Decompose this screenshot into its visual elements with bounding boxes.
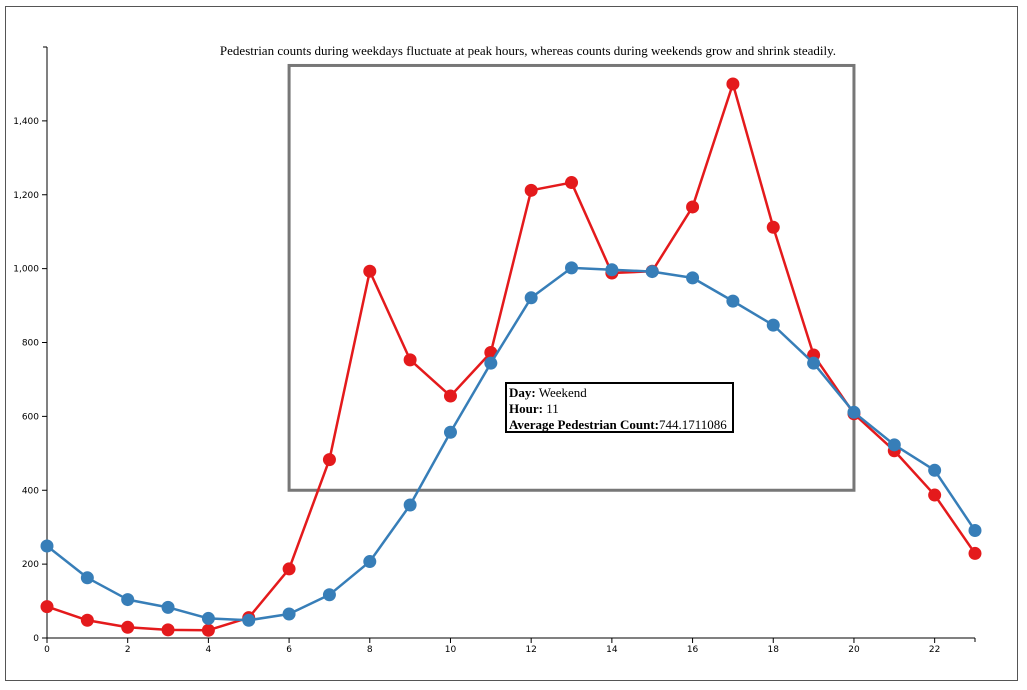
data-point bbox=[766, 318, 780, 332]
x-tick-label: 4 bbox=[206, 645, 212, 655]
series-1 bbox=[40, 261, 982, 627]
data-point bbox=[161, 623, 175, 637]
data-point bbox=[686, 271, 700, 285]
annotation-layer bbox=[287, 63, 856, 492]
data-point bbox=[928, 488, 942, 502]
data-point bbox=[484, 356, 498, 370]
data-point bbox=[443, 425, 457, 439]
data-point bbox=[322, 588, 336, 602]
data-point bbox=[605, 263, 619, 277]
data-point bbox=[403, 498, 417, 512]
data-point bbox=[686, 200, 700, 214]
data-point bbox=[80, 613, 94, 627]
y-tick-label: 1,000 bbox=[13, 265, 39, 275]
y-tick-label: 1,200 bbox=[13, 191, 39, 201]
y-tick-label: 800 bbox=[22, 339, 39, 349]
tooltip-count-value: 744.1711086 bbox=[658, 417, 727, 432]
x-tick-label: 12 bbox=[525, 645, 536, 655]
x-tick-label: 2 bbox=[125, 645, 131, 655]
tooltip-hour-value: 11 bbox=[546, 401, 559, 416]
tooltip-day-value: Weekend bbox=[538, 385, 587, 400]
data-point bbox=[322, 453, 336, 467]
data-point bbox=[968, 546, 982, 560]
data-point bbox=[282, 562, 296, 576]
annotation-box bbox=[287, 63, 856, 492]
y-tick-label: 400 bbox=[22, 486, 39, 496]
data-point bbox=[726, 294, 740, 308]
data-point bbox=[807, 356, 821, 370]
data-point bbox=[363, 555, 377, 569]
data-point bbox=[443, 389, 457, 403]
x-tick-label: 6 bbox=[286, 645, 292, 655]
tooltip-hour-label: Hour: bbox=[509, 401, 543, 416]
tooltip-day-label: Day: bbox=[509, 385, 536, 400]
data-point bbox=[201, 623, 215, 637]
data-point bbox=[524, 291, 538, 305]
y-tick-label: 200 bbox=[22, 560, 39, 570]
tooltip: Day: Weekend Hour: 11 Average Pedestrian… bbox=[505, 382, 734, 433]
data-point bbox=[201, 611, 215, 625]
y-tick-label: 0 bbox=[33, 634, 39, 644]
axes: 0 200 400 600 800 1,000 1,200 1,400 0 2 4 6 8 10 12 14 1… bbox=[13, 46, 976, 655]
y-tick-label: 1,400 bbox=[13, 117, 39, 127]
series-line bbox=[46, 82, 977, 632]
chart-title: Pedestrian counts during weekdays fluctu… bbox=[220, 43, 836, 58]
data-point bbox=[524, 183, 538, 197]
data-point bbox=[645, 265, 659, 279]
x-tick-label: 10 bbox=[445, 645, 457, 655]
y-tick-label: 600 bbox=[22, 412, 39, 422]
x-tick-label: 8 bbox=[367, 645, 373, 655]
x-tick-label: 0 bbox=[44, 645, 50, 655]
data-point bbox=[928, 463, 942, 477]
x-tick-label: 16 bbox=[687, 645, 699, 655]
data-point bbox=[161, 600, 175, 614]
x-tick-label: 14 bbox=[606, 645, 618, 655]
tooltip-count-label: Average Pedestrian Count: bbox=[509, 417, 659, 432]
data-point bbox=[242, 613, 256, 627]
data-point bbox=[968, 524, 982, 538]
data-point bbox=[121, 593, 135, 607]
chart-frame bbox=[5, 6, 1018, 681]
data-point bbox=[40, 539, 54, 553]
x-tick-label: 22 bbox=[929, 645, 940, 655]
series-layer bbox=[40, 77, 982, 637]
data-point bbox=[80, 571, 94, 585]
x-tick-label: 18 bbox=[768, 645, 780, 655]
data-point bbox=[40, 600, 54, 614]
data-point bbox=[887, 438, 901, 452]
data-point bbox=[726, 77, 740, 91]
data-point bbox=[363, 264, 377, 278]
data-point bbox=[282, 607, 296, 621]
data-point bbox=[766, 220, 780, 234]
data-point bbox=[847, 405, 861, 419]
series-0 bbox=[40, 77, 982, 637]
data-point bbox=[403, 353, 417, 367]
series-line bbox=[46, 266, 977, 622]
x-tick-label: 20 bbox=[848, 645, 860, 655]
data-point bbox=[121, 620, 135, 634]
data-point bbox=[565, 176, 579, 190]
data-point bbox=[565, 261, 579, 275]
